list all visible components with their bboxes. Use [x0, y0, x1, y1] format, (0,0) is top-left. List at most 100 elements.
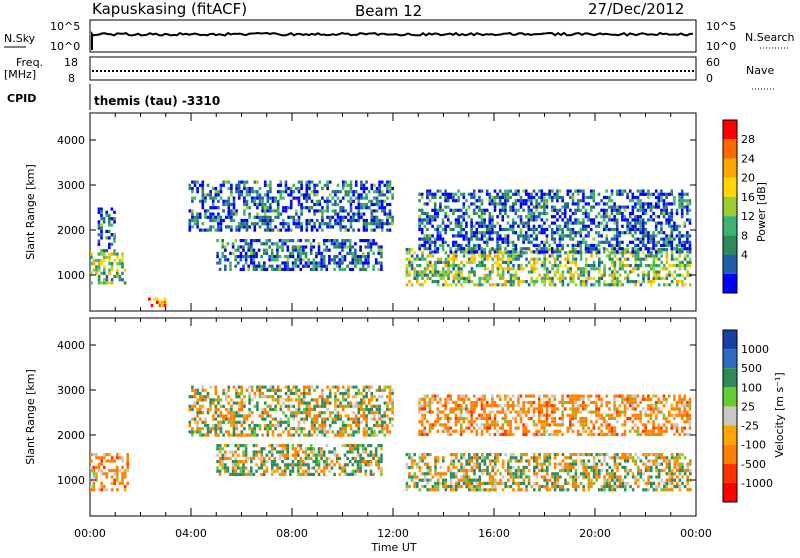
scatter-cell — [113, 236, 116, 239]
scatter-cell — [650, 215, 653, 218]
scatter-cell — [251, 421, 254, 424]
scatter-cell — [621, 456, 624, 459]
scatter-cell — [686, 479, 689, 482]
scatter-cell — [378, 457, 381, 460]
scatter-cell — [424, 244, 427, 247]
scatter-cell — [473, 463, 476, 466]
scatter-cell — [421, 453, 424, 456]
cpid-value: themis (tau) -3310 — [94, 94, 220, 108]
scatter-cell — [567, 234, 570, 237]
scatter-cell — [457, 231, 460, 234]
scatter-cell — [572, 261, 575, 264]
scatter-cell — [279, 466, 282, 469]
scatter-cell — [116, 475, 119, 478]
scatter-cell — [603, 267, 606, 270]
scatter-cell — [311, 181, 314, 184]
scatter-cell — [502, 218, 505, 221]
scatter-cell — [452, 196, 455, 199]
scatter-cell — [347, 229, 350, 232]
scatter-cell — [202, 222, 205, 225]
scatter-cell — [543, 250, 546, 253]
scatter-cell — [204, 209, 207, 212]
scatter-cell — [191, 190, 194, 193]
scatter-cell — [272, 398, 275, 401]
scatter-cell — [481, 238, 484, 241]
scatter-cell — [491, 196, 494, 199]
scatter-cell — [556, 190, 559, 193]
scatter-cell — [384, 427, 387, 430]
scatter-cell — [260, 463, 263, 466]
scatter-cell — [333, 255, 336, 258]
scatter-cell — [671, 453, 674, 456]
scatter-cell — [221, 463, 224, 466]
scatter-cell — [243, 209, 246, 212]
scatter-cell — [489, 475, 492, 478]
scatter-cell — [90, 281, 93, 284]
scatter-cell — [310, 268, 313, 271]
scatter-cell — [264, 209, 267, 212]
scatter-cell — [432, 488, 435, 491]
scatter-cell — [258, 450, 261, 453]
scatter-cell — [509, 196, 512, 199]
scatter-cell — [444, 190, 447, 193]
scatter-cell — [424, 456, 427, 459]
scatter-cell — [260, 268, 263, 271]
scatter-cell — [313, 427, 316, 430]
scatter-cell — [285, 421, 288, 424]
scatter-cell — [650, 241, 653, 244]
scatter-cell — [593, 277, 596, 280]
scatter-cell — [463, 193, 466, 196]
scatter-cell — [663, 231, 666, 234]
scatter-cell — [189, 395, 192, 398]
scatter-cell — [476, 479, 479, 482]
scatter-cell — [585, 241, 588, 244]
scatter-cell — [686, 466, 689, 469]
scatter-cell — [458, 280, 461, 283]
scatter-cell — [297, 450, 300, 453]
scatter-cell — [525, 453, 528, 456]
scatter-cell — [684, 225, 687, 228]
scatter-cell — [243, 222, 246, 225]
scatter-cell — [305, 447, 308, 450]
scatter-cell — [202, 411, 205, 414]
scatter-cell — [554, 264, 557, 267]
scatter-cell — [645, 193, 648, 196]
scatter-cell — [220, 197, 223, 200]
scatter-cell — [598, 453, 601, 456]
scatter-cell — [439, 225, 442, 228]
scatter-cell — [582, 222, 585, 225]
scatter-cell — [627, 482, 630, 485]
scatter-cell — [202, 434, 205, 437]
scatter-cell — [352, 219, 355, 222]
scatter-cell — [546, 453, 549, 456]
scatter-cell — [228, 408, 231, 411]
scatter-cell — [668, 479, 671, 482]
scatter-cell — [267, 427, 270, 430]
scatter-cell — [308, 209, 311, 212]
scatter-cell — [285, 190, 288, 193]
scatter-cell — [561, 238, 564, 241]
scatter-cell — [279, 473, 282, 476]
scatter-cell — [660, 212, 663, 215]
scatter-cell — [321, 216, 324, 219]
scatter-cell — [653, 277, 656, 280]
scatter-cell — [378, 386, 381, 389]
scatter-cell — [621, 190, 624, 193]
scatter-cell — [253, 261, 256, 264]
scatter-cell — [426, 482, 429, 485]
scatter-cell — [658, 264, 661, 267]
scatter-cell — [373, 418, 376, 421]
scatter-cell — [624, 209, 627, 212]
scatter-cell — [271, 249, 274, 252]
scatter-cell — [483, 241, 486, 244]
scatter-cell — [336, 457, 339, 460]
scatter-cell — [267, 209, 270, 212]
scatter-cell — [647, 202, 650, 205]
scatter-cell — [455, 456, 458, 459]
scatter-cell — [332, 421, 335, 424]
scatter-cell — [337, 222, 340, 225]
scatter-cell — [271, 460, 274, 463]
scatter-cell — [530, 196, 533, 199]
scatter-cell — [556, 479, 559, 482]
scatter-cell — [358, 418, 361, 421]
